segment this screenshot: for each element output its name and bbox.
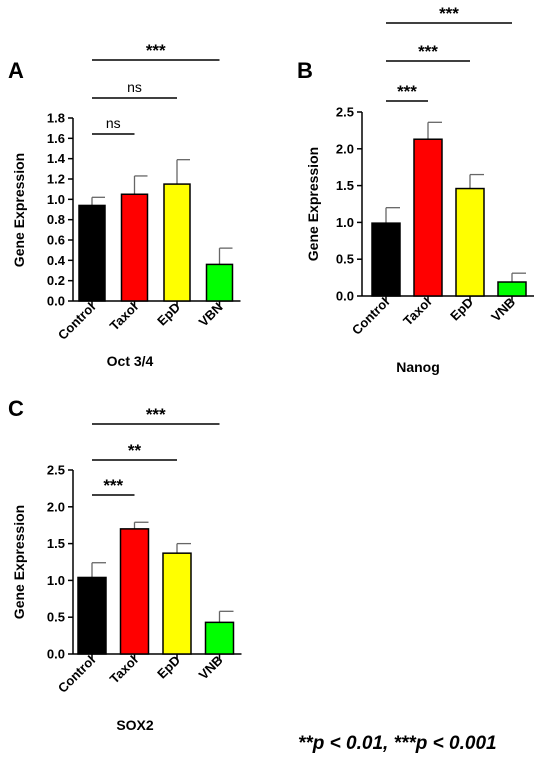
significance-label: ns bbox=[127, 79, 142, 95]
category-label-control: Control bbox=[349, 295, 392, 338]
y-tick-label: 0.5 bbox=[47, 610, 65, 625]
y-tick-label: 0.0 bbox=[336, 289, 354, 304]
y-tick-label: 1.5 bbox=[47, 536, 65, 551]
significance-label: *** bbox=[418, 42, 438, 61]
bar-taxol bbox=[119, 528, 150, 655]
y-tick-label: 0.6 bbox=[47, 233, 65, 248]
bar-vnb bbox=[204, 621, 235, 655]
significance-label: ** bbox=[128, 441, 142, 460]
bar-control bbox=[77, 576, 107, 655]
significance-label: ns bbox=[106, 115, 121, 131]
y-tick-label: 0.0 bbox=[47, 294, 65, 309]
y-tick-label: 1.0 bbox=[47, 192, 65, 207]
category-label-taxol: Taxol bbox=[107, 653, 141, 687]
category-label-vnb: VNB bbox=[488, 295, 518, 325]
gene-label: Oct 3/4 bbox=[107, 353, 154, 369]
y-tick-label: 2.0 bbox=[336, 141, 354, 156]
y-tick-label: 0.0 bbox=[47, 647, 65, 662]
y-tick-label: 1.4 bbox=[47, 151, 66, 166]
bar-epd bbox=[455, 187, 485, 297]
y-tick-label: 1.2 bbox=[47, 172, 65, 187]
significance-label: *** bbox=[103, 476, 123, 495]
bar-taxol bbox=[413, 138, 443, 297]
bar-epd bbox=[163, 183, 191, 302]
panel-a: A 0.0 0.2 0.4 0.6 0.8 1.0 1.2 1.4 1.6 1.8 Gene Expr… bbox=[8, 41, 241, 369]
bar-epd bbox=[162, 552, 192, 655]
y-tick-label: 0.8 bbox=[47, 212, 65, 227]
bar-control bbox=[78, 204, 106, 302]
y-tick-label: 2.5 bbox=[336, 105, 354, 120]
y-tick-label: 2.5 bbox=[47, 463, 65, 478]
significance-label: *** bbox=[397, 82, 417, 101]
y-axis-label: Gene Expression bbox=[305, 147, 321, 261]
y-tick-label: 0.2 bbox=[47, 273, 65, 288]
y-tick-label: 2.0 bbox=[47, 499, 65, 514]
bar-vnb bbox=[497, 281, 527, 297]
category-label-epd: EpD bbox=[154, 300, 183, 329]
category-label-vbn: VBN bbox=[196, 300, 226, 330]
panel-letter: B bbox=[297, 58, 313, 83]
category-label-taxol: Taxol bbox=[107, 300, 141, 334]
significance-footnote: **p < 0.01, ***p < 0.001 bbox=[298, 733, 497, 754]
bar-taxol bbox=[120, 193, 149, 302]
y-tick-label: 1.6 bbox=[47, 131, 65, 146]
category-label-epd: EpD bbox=[447, 295, 476, 324]
panel-b: B 0.0 0.5 1.0 1.5 2.0 2.5 Gene Expression Contro… bbox=[297, 4, 534, 375]
category-label-taxol: Taxol bbox=[400, 295, 434, 329]
gene-label: SOX2 bbox=[116, 717, 154, 733]
y-axis-label: Gene Expression bbox=[11, 153, 27, 267]
y-tick-label: 1.0 bbox=[47, 573, 65, 588]
panel-letter: A bbox=[8, 58, 24, 83]
bar-vbn bbox=[205, 263, 234, 302]
y-tick-label: 1.5 bbox=[336, 178, 354, 193]
panel-letter: C bbox=[8, 396, 24, 421]
significance-label: *** bbox=[439, 4, 459, 23]
significance-label: *** bbox=[146, 41, 166, 60]
significance-label: *** bbox=[146, 405, 166, 424]
y-tick-label: 0.4 bbox=[47, 253, 66, 268]
y-tick-label: 1.8 bbox=[47, 111, 65, 126]
bar-control bbox=[371, 222, 401, 297]
category-label-vnb: VNB bbox=[196, 653, 226, 683]
category-label-epd: EpD bbox=[154, 653, 183, 682]
y-tick-label: 0.5 bbox=[336, 252, 354, 267]
y-axis-label: Gene Expression bbox=[11, 505, 27, 619]
y-tick-label: 1.0 bbox=[336, 215, 354, 230]
gene-label: Nanog bbox=[396, 359, 440, 375]
